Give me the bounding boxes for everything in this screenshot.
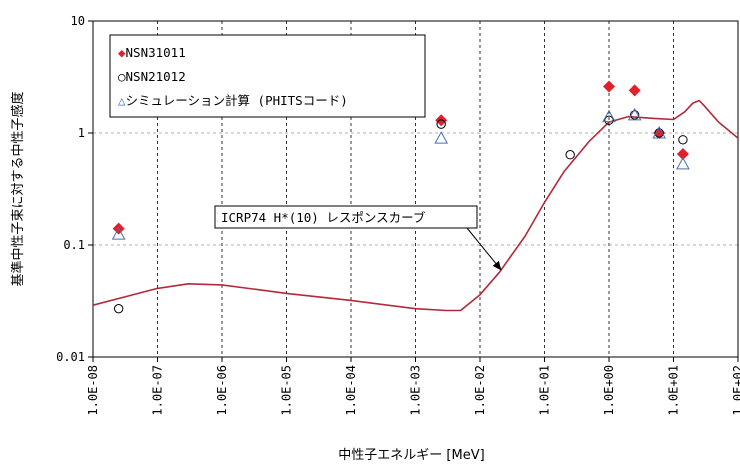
x-tick-label: 1.0E-07: [151, 365, 165, 416]
x-tick-label: 1.0E+00: [602, 365, 616, 416]
x-tick-label: 1.0E-08: [86, 365, 100, 416]
legend-series-name: シミュレーション計算 (PHITSコード): [126, 93, 348, 108]
x-tick-label: 1.0E+02: [731, 365, 740, 416]
y-tick-label: 10: [71, 14, 85, 28]
legend: ◆NSN31011 ○NSN21012 △シミュレーション計算 (PHITSコード): [110, 35, 425, 117]
legend-item-label: △シミュレーション計算 (PHITSコード): [118, 93, 348, 108]
y-tick-label: 0.1: [63, 238, 85, 252]
legend-series-name: NSN21012: [126, 69, 186, 84]
x-axis-title: 中性子エネルギー [MeV]: [338, 448, 484, 463]
annotation-label: ICRP74 H*(10) レスポンスカーブ: [221, 210, 426, 225]
x-tick-label: 1.0E-02: [473, 365, 487, 416]
x-tick-label: 1.0E-05: [280, 365, 294, 416]
x-tick-label: 1.0E-01: [538, 365, 552, 416]
x-tick-label: 1.0E+01: [667, 365, 681, 416]
legend-item-label: ◆NSN31011: [118, 45, 186, 60]
x-tick-label: 1.0E-04: [344, 365, 358, 416]
legend-item-label: ○NSN21012: [118, 69, 186, 84]
legend-series-name: NSN31011: [126, 45, 186, 60]
y-axis-title: 基準中性子束に対する中性子感度: [10, 91, 26, 286]
x-tick-label: 1.0E-06: [215, 365, 229, 416]
x-tick-label: 1.0E-03: [409, 365, 423, 416]
y-tick-label: 0.01: [56, 350, 85, 364]
y-tick-label: 1: [78, 126, 85, 140]
